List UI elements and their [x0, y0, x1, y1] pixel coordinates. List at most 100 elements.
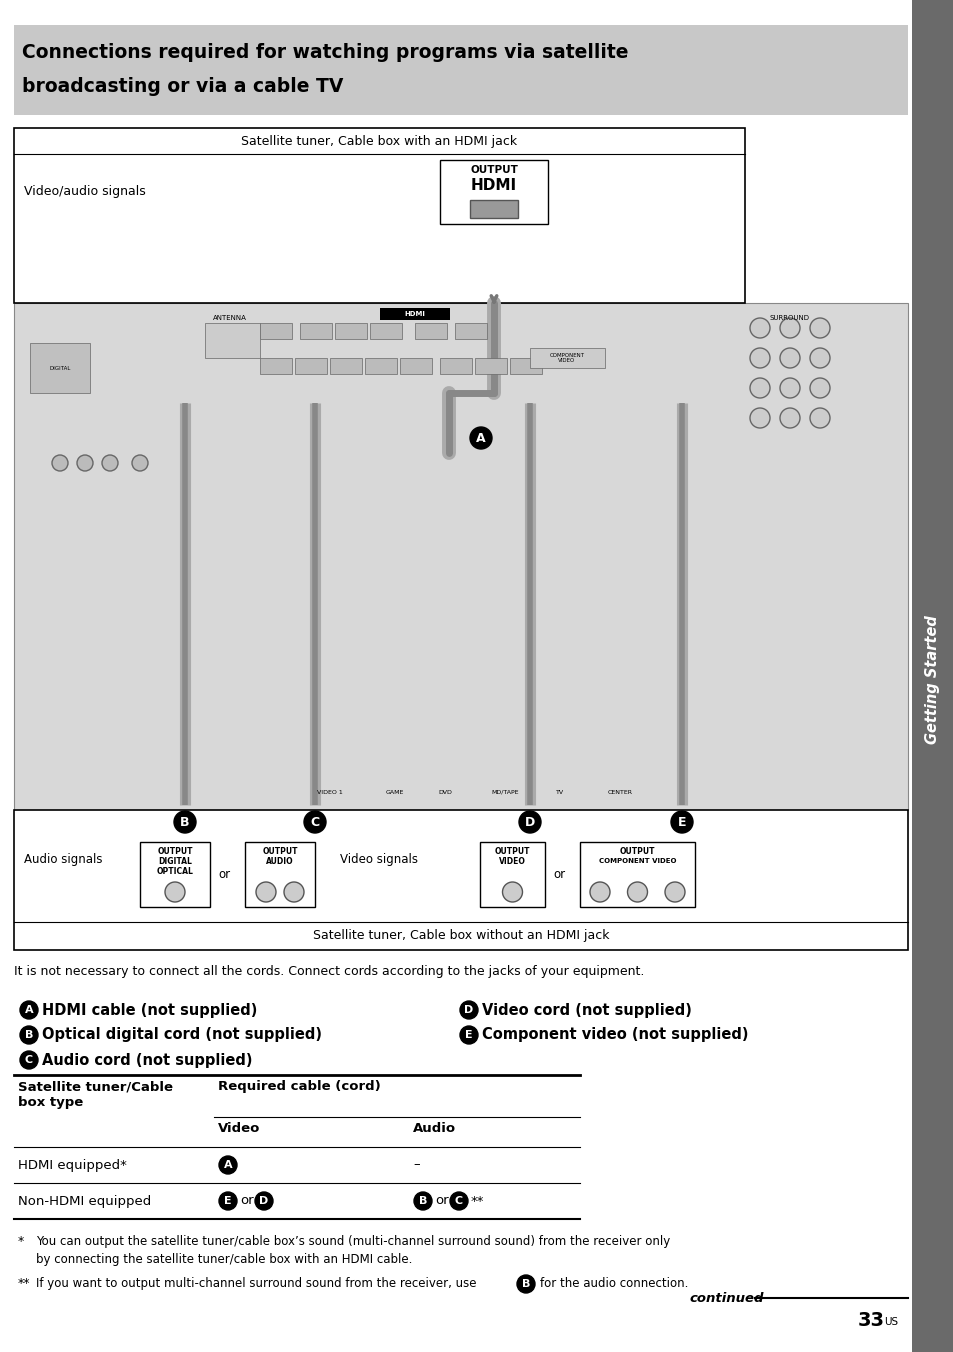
Text: B: B: [521, 1279, 530, 1288]
Circle shape: [749, 379, 769, 397]
Text: Video cord (not supplied): Video cord (not supplied): [481, 1002, 691, 1018]
Circle shape: [470, 427, 492, 449]
Text: Video/audio signals: Video/audio signals: [24, 184, 146, 197]
Bar: [335, 323, 367, 339]
Text: Connections required for watching programs via satellite: Connections required for watching progra…: [22, 43, 628, 62]
Text: B: B: [180, 815, 190, 829]
Text: *: *: [18, 1234, 24, 1248]
Text: Component video (not supplied): Component video (not supplied): [481, 1028, 748, 1042]
Text: AUDIO: AUDIO: [266, 857, 294, 865]
Text: Video signals: Video signals: [339, 853, 417, 867]
Text: HDMI equipped*: HDMI equipped*: [18, 1159, 127, 1171]
Bar: [370, 323, 401, 339]
Text: OPTICAL: OPTICAL: [156, 867, 193, 876]
Text: MD/TAPE: MD/TAPE: [491, 790, 518, 795]
Text: box type: box type: [18, 1096, 83, 1109]
Circle shape: [20, 1000, 38, 1019]
Bar: [399, 358, 432, 375]
Circle shape: [749, 318, 769, 338]
Text: D: D: [524, 815, 535, 829]
Text: 33: 33: [857, 1310, 884, 1329]
Text: Getting Started: Getting Started: [924, 615, 940, 745]
Text: B: B: [418, 1197, 427, 1206]
Circle shape: [254, 1192, 273, 1210]
Circle shape: [780, 347, 800, 368]
Circle shape: [173, 811, 195, 833]
Circle shape: [809, 318, 829, 338]
Bar: [530, 347, 604, 368]
Text: by connecting the satellite tuner/cable box with an HDMI cable.: by connecting the satellite tuner/cable …: [36, 1253, 412, 1265]
Text: Satellite tuner/Cable: Satellite tuner/Cable: [18, 1080, 172, 1092]
Text: A: A: [223, 1160, 233, 1169]
Bar: [911, 0, 953, 1352]
Circle shape: [414, 1192, 432, 1210]
Circle shape: [459, 1000, 477, 1019]
Text: HDMI cable (not supplied): HDMI cable (not supplied): [42, 1002, 257, 1018]
Bar: [14, 303, 907, 810]
Text: Optical digital cord (not supplied): Optical digital cord (not supplied): [42, 1028, 322, 1042]
Circle shape: [450, 1192, 468, 1210]
Circle shape: [589, 882, 609, 902]
Text: DIGITAL: DIGITAL: [50, 365, 71, 370]
Circle shape: [77, 456, 92, 470]
Text: E: E: [677, 815, 685, 829]
Bar: [299, 323, 332, 339]
Text: OUTPUT: OUTPUT: [619, 846, 655, 856]
Bar: [245, 842, 314, 907]
Bar: [260, 358, 292, 375]
Text: **: **: [18, 1278, 30, 1290]
Circle shape: [809, 347, 829, 368]
Bar: [579, 842, 695, 907]
Text: COMPONENT VIDEO: COMPONENT VIDEO: [598, 859, 676, 864]
Text: VIDEO 1: VIDEO 1: [316, 790, 342, 795]
Text: Required cable (cord): Required cable (cord): [218, 1080, 380, 1092]
Circle shape: [132, 456, 148, 470]
Text: continued: continued: [689, 1291, 763, 1305]
Text: E: E: [465, 1030, 473, 1040]
Circle shape: [459, 1026, 477, 1044]
Text: Audio: Audio: [413, 1122, 456, 1134]
Bar: [330, 358, 361, 375]
Text: broadcasting or via a cable TV: broadcasting or via a cable TV: [22, 77, 343, 96]
Text: or: or: [435, 1195, 448, 1207]
Text: D: D: [464, 1005, 473, 1015]
Circle shape: [809, 379, 829, 397]
Text: OUTPUT: OUTPUT: [470, 165, 517, 174]
Bar: [140, 842, 210, 907]
Text: OUTPUT: OUTPUT: [495, 846, 530, 856]
Text: It is not necessary to connect all the cords. Connect cords according to the jac: It is not necessary to connect all the c…: [14, 965, 643, 979]
Text: C: C: [25, 1055, 33, 1065]
Circle shape: [749, 408, 769, 429]
Text: HDMI: HDMI: [404, 311, 425, 316]
Circle shape: [255, 882, 275, 902]
Text: or: or: [553, 868, 564, 882]
Text: DVD: DVD: [437, 790, 452, 795]
Text: If you want to output multi-channel surround sound from the receiver, use: If you want to output multi-channel surr…: [36, 1278, 476, 1290]
Circle shape: [780, 379, 800, 397]
Text: **: **: [471, 1195, 484, 1207]
Circle shape: [219, 1192, 236, 1210]
Circle shape: [627, 882, 647, 902]
Text: B: B: [25, 1030, 33, 1040]
Circle shape: [809, 408, 829, 429]
Circle shape: [20, 1026, 38, 1044]
Text: DIGITAL: DIGITAL: [158, 857, 192, 865]
Circle shape: [664, 882, 684, 902]
Text: or: or: [218, 868, 230, 882]
Text: OUTPUT: OUTPUT: [157, 846, 193, 856]
Bar: [14, 24, 907, 115]
Bar: [479, 842, 544, 907]
Text: Audio signals: Audio signals: [24, 853, 102, 867]
Text: C: C: [310, 815, 319, 829]
Text: Non-HDMI equipped: Non-HDMI equipped: [18, 1195, 152, 1207]
Circle shape: [284, 882, 304, 902]
Circle shape: [517, 1275, 535, 1293]
Circle shape: [165, 882, 185, 902]
Bar: [455, 323, 486, 339]
Bar: [470, 200, 517, 218]
Text: C: C: [455, 1197, 462, 1206]
Circle shape: [749, 347, 769, 368]
Text: Satellite tuner, Cable box with an HDMI jack: Satellite tuner, Cable box with an HDMI …: [241, 135, 517, 149]
Circle shape: [102, 456, 118, 470]
Circle shape: [502, 882, 522, 902]
